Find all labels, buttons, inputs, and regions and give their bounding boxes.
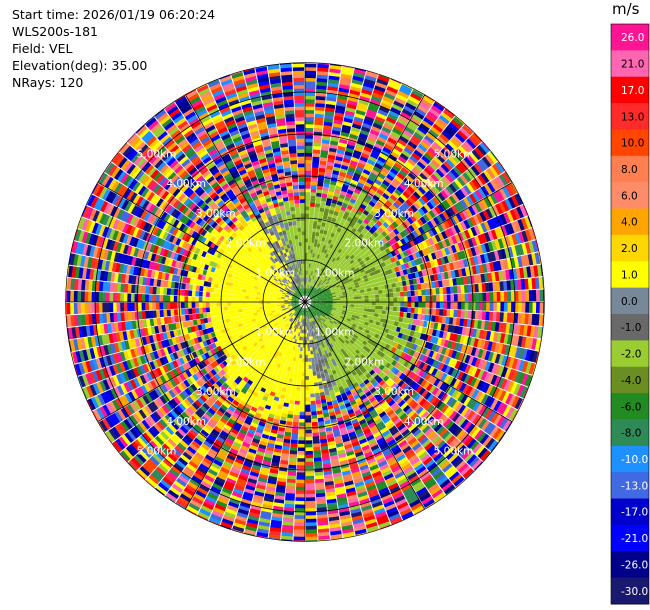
colorbar-swatch [611,208,649,236]
colorbar-tick-label: -17.0 [621,507,648,519]
colorbar-swatch [611,340,649,368]
colorbar-tick-label: 4.0 [621,217,638,229]
colorbar-swatch [611,445,649,473]
info-panel: Start time: 2026/01/19 06:20:24 WLS200s-… [12,6,215,91]
ring-label: 2.00km [345,356,385,368]
ring-label: 3.00km [374,386,414,398]
colorbar-tick-label: 26.0 [621,32,644,44]
ring-label: 3.00km [196,386,236,398]
ring-label: 4.00km [166,416,206,428]
colorbar-swatch [611,76,649,104]
spoke-line [304,181,513,303]
ring-label: 5.00km [137,445,177,457]
colorbar-swatch [611,472,649,500]
spoke-line [184,301,306,510]
colorbar-swatch [611,419,649,447]
colorbar-swatch [611,234,649,262]
ring-labels: 1.00km 1.00km 1.00km 1.00km 2.00km 2.00km 2.00… [137,149,474,458]
colorbar-swatch [611,314,649,341]
colorbar-tick-label: -26.0 [621,559,648,571]
ring-label: 4.00km [404,178,444,190]
ring-label: 2.00km [345,238,385,250]
colorbar-tick-label: -10.0 [621,454,648,466]
ring-label: 1.00km [315,267,355,279]
ring-label: 3.00km [196,208,236,220]
colorbar-swatch [611,103,649,130]
colorbar-swatch [611,498,649,526]
colorbar-tick-label: -2.0 [621,349,642,361]
nrays-label: NRays: 120 [12,75,84,90]
colorbar-tick-label: 8.0 [621,164,638,176]
colorbar-tick-label: 0.0 [621,296,638,308]
colorbar-swatch [611,261,649,289]
spoke-line [304,301,426,510]
spoke-line [304,94,426,303]
colorbar-tick-label: -4.0 [621,375,642,387]
spoke-line [97,301,306,423]
colorbar-tick-label: 1.0 [621,269,638,281]
colorbar-tick-label: -1.0 [621,322,642,334]
colorbar-tick-label: 6.0 [621,190,638,202]
ring-label: 1.00km [255,267,295,279]
ring-label: 3.00km [374,208,414,220]
colorbar-tick-label: 17.0 [621,85,644,97]
colorbar-tick-label: -13.0 [621,480,648,492]
ring-label: 4.00km [166,178,206,190]
colorbar-swatch [611,393,649,420]
field-label: Field: VEL [12,41,73,56]
colorbar-unit: m/s [612,0,640,18]
ring-label: 5.00km [137,149,177,161]
colorbar-swatch [611,50,649,78]
site-label: WLS200s-181 [12,24,98,39]
ring-label: 2.00km [226,238,266,250]
colorbar-swatch [611,129,649,157]
ring-label: 1.00km [255,327,295,339]
ring-label: 5.00km [434,445,474,457]
colorbar-tick-label: -21.0 [621,533,648,545]
colorbar-tick-label: 10.0 [621,138,644,150]
colorbar-swatch [611,551,649,579]
colorbar-swatch [611,155,649,183]
colorbar-tick-label: -6.0 [621,401,642,413]
colorbar-tick-label: 21.0 [621,59,644,71]
spoke-line [304,301,513,423]
colorbar-swatch [611,577,649,605]
velocity-field [65,62,545,542]
start-time-label: Start time: 2026/01/19 06:20:24 [12,7,216,22]
colorbar-swatch [611,287,649,315]
colorbar-swatch [611,524,649,552]
colorbar-tick-label: -30.0 [621,586,648,598]
colorbar-swatch [611,24,649,51]
colorbar-tick-label: 2.0 [621,243,638,255]
colorbar: 26.0 21.0 17.0 13.0 10.0 8.0 6.0 4.0 2.0 1.0 0.0 -1… [610,23,650,605]
ring-label: 4.00km [404,416,444,428]
spokes [65,62,545,542]
ring-label: 1.00km [315,327,355,339]
spoke-line [184,94,306,303]
colorbar-tick-label: -8.0 [621,428,642,440]
colorbar-swatch [611,182,649,210]
colorbar-tick-label: 13.0 [621,111,644,123]
elevation-label: Elevation(deg): 35.00 [12,58,148,73]
ring-label: 2.00km [226,356,266,368]
spoke-line [97,181,306,303]
ring-label: 5.00km [434,149,474,161]
colorbar-swatch [611,366,649,394]
